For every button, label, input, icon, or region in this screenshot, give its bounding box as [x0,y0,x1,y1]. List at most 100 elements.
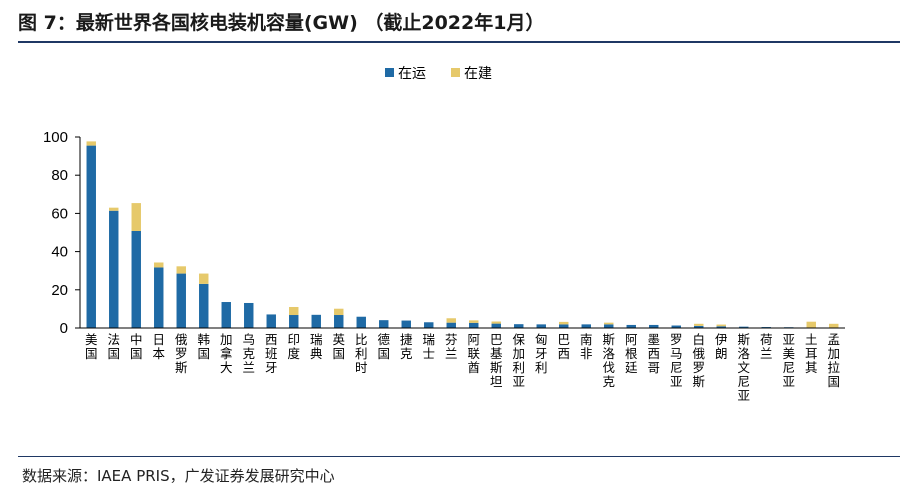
bar-operating [334,315,344,328]
bar-construction [604,322,614,325]
y-tick-label: 0 [60,320,68,337]
x-category-label: 德国 [377,332,390,361]
bar-operating [694,325,704,328]
title-rule [18,41,900,43]
x-category-label: 斯洛文尼亚 [737,332,750,403]
x-category-label: 罗马尼亚 [670,332,683,389]
bar-operating [244,302,254,328]
x-category-label: 加拿大 [220,332,233,375]
x-category-label: 芬兰 [445,332,458,361]
bar-operating [491,323,501,328]
bar-operating [109,210,119,328]
legend-label-construction: 在建 [464,66,492,82]
x-category-label: 瑞士 [422,332,435,361]
y-tick-label: 20 [51,282,68,299]
bar-construction [131,203,141,231]
bar-operating [649,324,659,328]
x-category-label: 墨西哥 [647,332,660,375]
x-category-label: 伊朗 [715,332,728,361]
bar-operating [221,302,231,328]
x-category-label: 法国 [107,332,120,361]
bar-construction [109,207,119,211]
bar-construction [199,273,209,284]
x-category-label: 印度 [287,332,300,361]
x-category-label: 阿根廷 [625,332,638,375]
x-category-label: 中国 [130,332,143,361]
x-category-label: 亚美尼亚 [782,332,795,389]
x-category-label: 土耳其 [805,332,818,375]
x-category-label: 保加利亚 [512,332,525,389]
bar-operating [514,324,524,328]
bar-operating [739,326,749,328]
y-tick-label: 80 [51,167,68,184]
bar-operating [86,145,96,328]
bar-operating [671,325,681,328]
x-category-label: 巴西 [557,332,570,361]
bar-construction [176,266,186,274]
x-category-label: 巴基斯坦 [490,332,503,389]
x-category-label: 阿联酋 [467,332,480,375]
stacked-bar-chart: 在运 在建 0 20 40 60 80 100 美国法国中国日本俄罗斯韩国加拿大乌克兰西班… [43,66,845,403]
legend: 在运 在建 [385,66,492,82]
bar-operating [604,324,614,328]
x-category-label: 捷克 [400,332,413,361]
x-category-label: 南非 [580,332,593,361]
x-category-label: 乌克兰 [242,332,255,375]
x-category-label: 美国 [85,332,98,361]
bar-operating [356,316,366,328]
y-tick-label: 100 [43,129,68,146]
x-category-label: 韩国 [197,332,210,361]
x-category-label: 斯洛伐克 [602,332,615,389]
x-category-label: 俄罗斯 [175,332,188,375]
bar-operating [581,324,591,328]
x-category-label: 白俄罗斯 [692,332,705,389]
bar-operating [266,314,276,328]
bar-construction [491,321,501,324]
bar-operating [626,324,636,328]
bar-construction [446,318,456,323]
x-category-label: 英国 [332,332,345,361]
bar-operating [536,324,546,328]
bar-construction [829,323,839,328]
bar-operating [424,322,434,328]
bar-construction [289,306,299,316]
bar-construction [716,324,726,327]
bar-operating [199,283,209,328]
y-tick-label: 40 [51,244,68,261]
x-category-label: 荷兰 [760,332,773,361]
bar-construction [806,321,816,328]
bar-operating [379,320,389,328]
bar-construction [694,323,704,326]
bar-operating [154,267,164,328]
bar-operating [289,315,299,328]
bar-construction [154,262,164,268]
bar-construction [334,308,344,316]
bar-construction [559,321,569,325]
bar-operating [311,314,321,328]
x-category-label: 西班牙 [265,332,278,375]
bar-operating [469,322,479,328]
figure-source: 数据来源：IAEA PRIS，广发证券发展研究中心 [22,467,335,485]
y-tick-label: 60 [51,205,68,222]
legend-swatch-construction [451,68,460,77]
y-axis: 0 20 40 60 80 100 [43,129,81,337]
x-category-label: 孟加拉国 [827,332,840,389]
bar-operating [131,230,141,328]
bar-operating [401,320,411,328]
bar-operating [176,273,186,328]
bar-construction [86,141,96,146]
legend-swatch-operating [385,68,394,77]
legend-label-operating: 在运 [398,66,426,82]
x-category-label: 日本 [152,332,165,361]
bar-operating [446,322,456,328]
x-category-label: 比利时 [355,332,368,375]
bar-operating [716,326,726,328]
x-category-label: 瑞典 [310,332,323,361]
bar-construction [469,320,479,323]
x-axis: 美国法国中国日本俄罗斯韩国加拿大乌克兰西班牙印度瑞典英国比利时德国捷克瑞士芬兰阿… [80,327,845,403]
x-category-label: 匈牙利 [535,332,548,375]
source-rule [18,456,900,457]
bars [86,141,839,328]
bar-operating [559,324,569,328]
figure-title: 图 7：最新世界各国核电装机容量(GW) （截止2022年1月） [18,12,545,34]
